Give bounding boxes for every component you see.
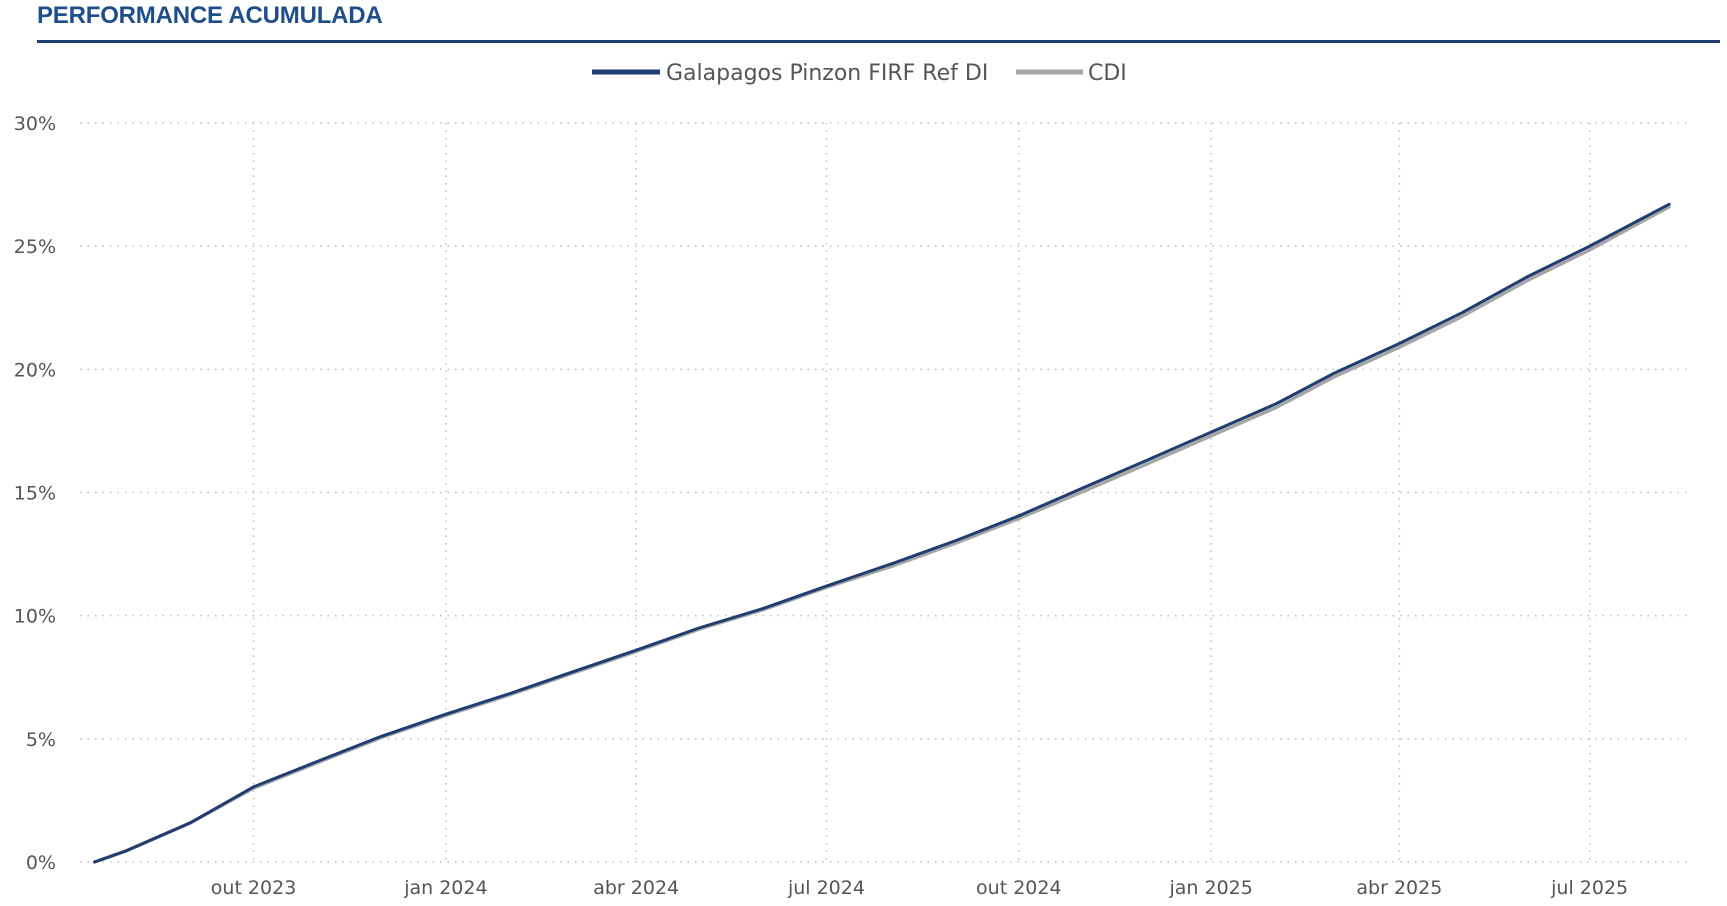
legend: Galapagos Pinzon FIRF Ref DI CDI [592, 61, 1127, 86]
x-tick-label: out 2024 [976, 877, 1062, 899]
x-tick-label: jul 2024 [787, 877, 865, 899]
y-tick-label: 10% [14, 606, 56, 628]
y-tick-label: 0% [26, 852, 56, 874]
x-tick-label: abr 2025 [1356, 877, 1442, 899]
x-tick-label: jul 2025 [1550, 877, 1628, 899]
x-tick-label: abr 2024 [593, 877, 679, 899]
x-tick-label: jan 2024 [403, 877, 487, 899]
grid-lines [80, 122, 1690, 863]
x-axis-ticks: out 2023 jan 2024 abr 2024 jul 2024 out 2024… [211, 877, 1628, 899]
legend-label-cdi: CDI [1088, 61, 1127, 86]
x-tick-label: out 2023 [211, 877, 297, 899]
x-tick-label: jan 2025 [1169, 877, 1253, 899]
y-tick-label: 30% [14, 113, 56, 135]
series-line-cdi [92, 205, 1671, 864]
series-line-fund [93, 202, 1671, 864]
y-tick-label: 20% [14, 359, 56, 381]
y-tick-label: 5% [26, 729, 56, 751]
series-lines [92, 202, 1671, 864]
chart-title: PERFORMANCE ACUMULADA [37, 2, 383, 29]
legend-label-fund: Galapagos Pinzon FIRF Ref DI [666, 61, 988, 86]
y-tick-label: 25% [14, 236, 56, 258]
y-axis-ticks: 0% 5% 10% 15% 20% 25% 30% [14, 113, 56, 874]
y-tick-label: 15% [14, 483, 56, 505]
title-divider [37, 40, 1720, 43]
